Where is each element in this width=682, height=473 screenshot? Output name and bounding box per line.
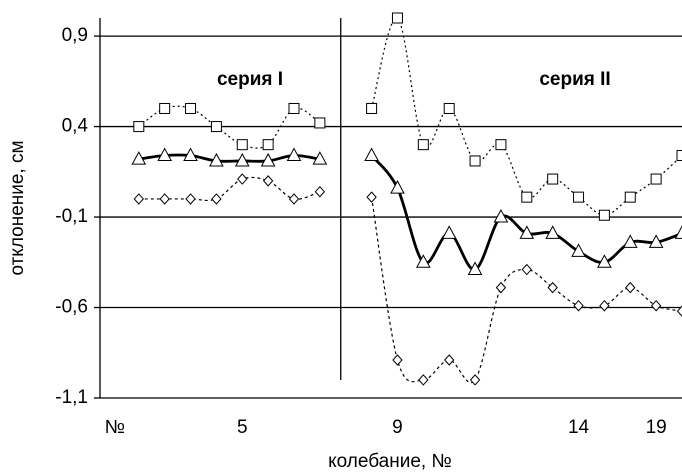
x-tick-label: 19 xyxy=(646,417,667,438)
marker xyxy=(210,121,222,133)
marker xyxy=(288,193,300,205)
x-tick-label: 5 xyxy=(237,417,248,438)
marker xyxy=(392,354,403,366)
marker xyxy=(573,191,585,203)
marker xyxy=(469,374,481,386)
marker xyxy=(185,102,197,114)
marker xyxy=(391,12,403,24)
marker xyxy=(676,150,682,162)
marker xyxy=(415,254,431,268)
marker xyxy=(417,139,429,151)
y-tick-label: -1,1 xyxy=(55,387,88,408)
marker xyxy=(571,243,586,257)
annotation: серия I xyxy=(217,69,283,90)
x-tick-label: 14 xyxy=(568,417,590,438)
marker xyxy=(159,102,171,114)
marker xyxy=(444,354,455,366)
marker xyxy=(234,152,250,167)
marker xyxy=(390,180,405,194)
marker xyxy=(288,102,300,114)
annotation: серия II xyxy=(539,69,610,90)
marker xyxy=(469,155,481,167)
marker xyxy=(314,185,326,198)
marker xyxy=(519,225,535,239)
series-line xyxy=(138,17,682,216)
y-tick-label: 0,4 xyxy=(62,116,89,137)
marker xyxy=(133,121,145,133)
marker xyxy=(495,139,507,151)
marker xyxy=(650,299,662,312)
marker xyxy=(260,152,276,167)
marker xyxy=(493,208,509,223)
marker xyxy=(237,173,248,185)
marker xyxy=(366,191,377,203)
marker xyxy=(159,193,170,205)
marker xyxy=(648,234,664,248)
y-tick-label: -0,6 xyxy=(55,297,88,318)
y-tick-label: -0,1 xyxy=(55,206,88,227)
marker xyxy=(625,281,636,294)
marker xyxy=(366,102,378,114)
marker xyxy=(211,193,222,205)
marker xyxy=(418,374,429,386)
marker xyxy=(133,193,144,205)
marker xyxy=(443,102,455,114)
marker xyxy=(545,225,561,239)
x-tick-label: 9 xyxy=(392,417,403,438)
marker xyxy=(209,152,224,167)
marker xyxy=(597,254,612,268)
x-axis-label: колебание, № xyxy=(328,451,452,472)
series-line xyxy=(138,176,682,384)
marker xyxy=(262,139,274,151)
y-axis-label: отклонение, см xyxy=(7,140,28,275)
marker xyxy=(312,151,328,165)
marker xyxy=(157,147,173,162)
x-tick-label: № xyxy=(105,417,125,438)
marker xyxy=(598,209,610,221)
marker xyxy=(547,281,558,294)
marker xyxy=(521,191,533,203)
marker xyxy=(183,147,198,162)
marker xyxy=(262,175,274,187)
marker xyxy=(185,193,196,205)
marker xyxy=(650,173,662,185)
marker xyxy=(467,261,483,276)
marker xyxy=(314,117,326,129)
marker xyxy=(495,281,507,294)
marker xyxy=(622,234,638,248)
marker xyxy=(131,151,147,165)
marker xyxy=(236,139,248,151)
marker xyxy=(573,299,584,312)
y-tick-label: 0,9 xyxy=(62,25,88,46)
marker xyxy=(674,225,682,239)
marker xyxy=(676,305,682,317)
marker xyxy=(624,191,636,203)
marker xyxy=(441,225,457,239)
marker xyxy=(364,147,379,162)
marker xyxy=(521,263,532,276)
marker xyxy=(599,299,610,312)
marker xyxy=(286,147,302,162)
marker xyxy=(547,173,559,185)
